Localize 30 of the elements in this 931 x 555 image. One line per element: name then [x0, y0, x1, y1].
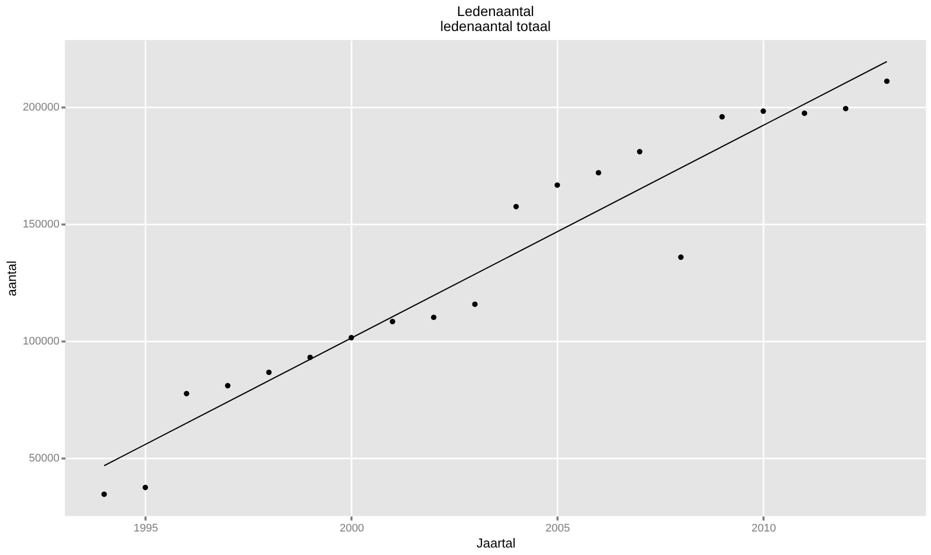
y-tick-label: 200000 [22, 102, 60, 114]
y-tick-label: 50000 [28, 452, 60, 465]
point [802, 110, 808, 116]
chart-subtitle: ledenaantal totaal [440, 18, 551, 34]
point [224, 382, 230, 388]
point [266, 370, 272, 376]
point [101, 492, 107, 497]
x-axis-title: Jaartal [476, 536, 516, 550]
y-tick-label: 100000 [22, 336, 60, 348]
point [430, 314, 436, 320]
point [142, 484, 148, 490]
point [678, 254, 684, 260]
point [390, 318, 396, 324]
point [472, 301, 478, 307]
point [760, 108, 766, 114]
point [554, 182, 560, 188]
chart-title: Ledenaantal [456, 3, 534, 19]
x-tick-label: 2010 [752, 522, 776, 534]
point [184, 390, 190, 396]
x-tick-label: 2000 [340, 522, 364, 534]
point [884, 78, 890, 84]
point [596, 170, 602, 176]
x-tick-label: 1995 [134, 522, 158, 534]
y-axis-title: aantal [4, 260, 19, 296]
y-tick-label: 150000 [22, 218, 60, 231]
point [636, 148, 642, 154]
x-tick-label: 2005 [546, 522, 570, 534]
point [513, 204, 519, 210]
point [719, 114, 725, 120]
point [842, 106, 848, 112]
